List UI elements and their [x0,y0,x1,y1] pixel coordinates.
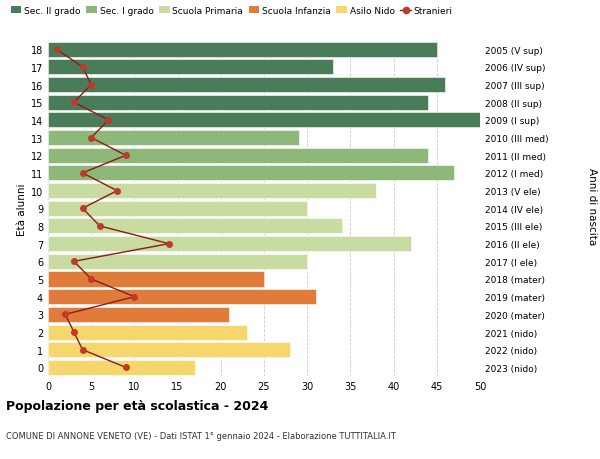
Text: Anni di nascita: Anni di nascita [587,168,597,245]
Bar [48,95,428,111]
Bar [48,113,480,128]
Bar [48,272,264,287]
Bar [48,131,299,146]
Bar [48,360,195,375]
Bar [48,237,411,252]
Bar [48,166,454,181]
Y-axis label: Età alunni: Età alunni [17,183,26,235]
Bar [48,202,307,216]
Bar [48,254,307,269]
Bar [48,60,333,75]
Bar [48,219,342,234]
Bar [48,184,376,199]
Bar [48,325,247,340]
Bar [48,342,290,358]
Bar [48,290,316,304]
Bar [48,148,428,163]
Bar [48,43,437,58]
Bar [48,78,445,93]
Legend: Sec. II grado, Sec. I grado, Scuola Primaria, Scuola Infanzia, Asilo Nido, Stran: Sec. II grado, Sec. I grado, Scuola Prim… [11,7,453,16]
Text: COMUNE DI ANNONE VENETO (VE) - Dati ISTAT 1° gennaio 2024 - Elaborazione TUTTITA: COMUNE DI ANNONE VENETO (VE) - Dati ISTA… [6,431,396,441]
Text: Popolazione per età scolastica - 2024: Popolazione per età scolastica - 2024 [6,399,268,412]
Bar [48,307,229,322]
